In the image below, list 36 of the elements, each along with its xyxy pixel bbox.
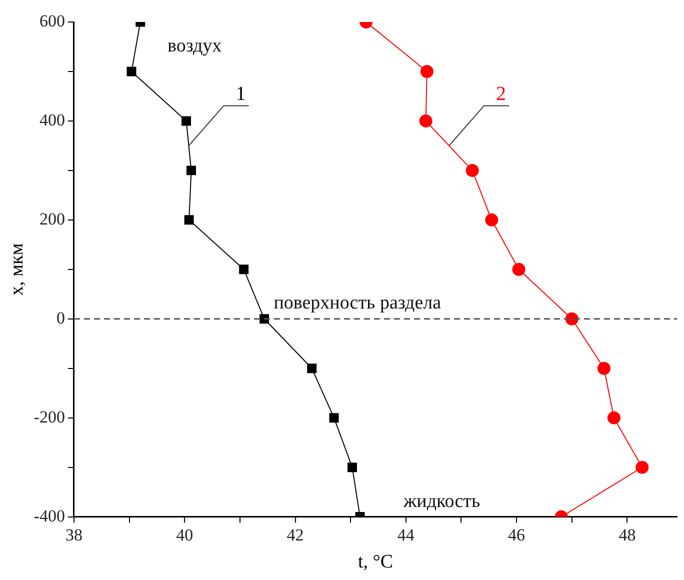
point (260, 314, 270, 324)
point (466, 164, 479, 177)
x-tick-label: 48 (618, 525, 636, 544)
point (636, 460, 649, 474)
point (239, 264, 249, 274)
annotation: воздух (167, 36, 222, 57)
x-tick-label: 46 (508, 525, 526, 544)
x-tick-label: 38 (65, 525, 82, 544)
point (329, 413, 339, 423)
point (419, 114, 432, 128)
x-axis-title: t, °C (358, 552, 394, 573)
point (607, 411, 620, 424)
y-tick-label: 0 (56, 308, 65, 328)
y-axis-title: x, мкм (6, 243, 28, 296)
x-tick-label: 40 (176, 525, 194, 544)
y-tick-label: -400 (34, 506, 65, 526)
annotation: жидкость (402, 490, 480, 512)
point (597, 362, 610, 375)
y-tick-label: 400 (39, 110, 65, 130)
ref-line-label: поверхность раздела (274, 292, 442, 314)
x-tick-label: 42 (286, 525, 304, 544)
text: 2 (496, 82, 506, 105)
x-tick-label: 44 (397, 525, 415, 544)
point (126, 66, 136, 76)
point (182, 116, 192, 126)
y-tick-label: 200 (39, 209, 65, 228)
point (307, 364, 317, 374)
point (186, 166, 196, 176)
point (348, 462, 357, 472)
y-tick-label: -200 (34, 407, 65, 426)
point (485, 213, 498, 226)
y-tick-label: 600 (39, 11, 65, 30)
point (184, 215, 194, 225)
point (512, 262, 526, 276)
point (420, 64, 434, 78)
text: 1 (236, 82, 246, 105)
